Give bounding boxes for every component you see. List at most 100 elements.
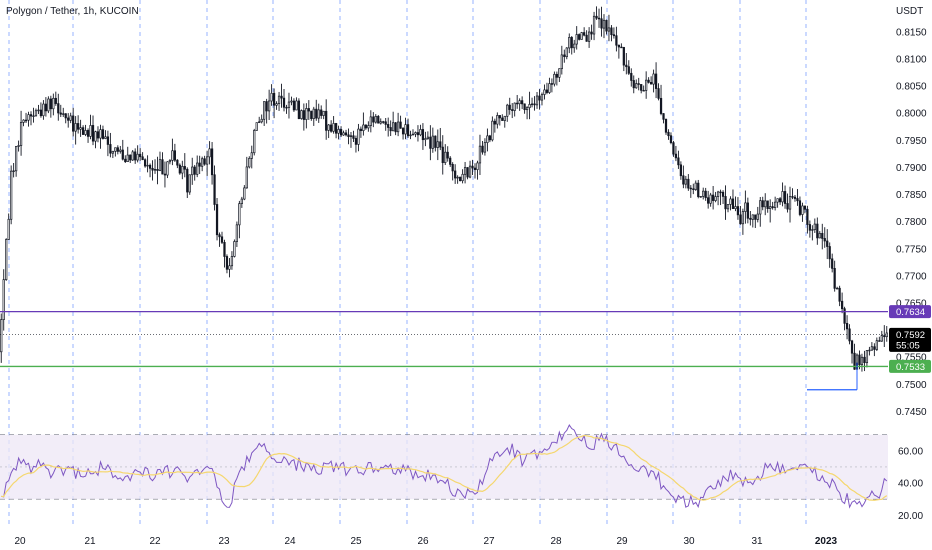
candle-body xyxy=(22,119,25,123)
candle-body xyxy=(617,44,620,48)
candle-body xyxy=(315,108,318,119)
candle-body xyxy=(796,198,799,202)
candle-body xyxy=(714,196,717,201)
oscillator-lines xyxy=(1,423,888,509)
countdown-label: 55:05 xyxy=(896,340,920,351)
candle-body xyxy=(590,31,593,35)
price-tick-label: 0.8100 xyxy=(896,54,927,65)
time-tick-label: 22 xyxy=(149,536,161,547)
candle-body xyxy=(751,214,754,220)
candle-body xyxy=(533,103,536,106)
green-level-label: 0.7533 xyxy=(896,362,925,373)
candle-body xyxy=(54,97,57,104)
candle-body xyxy=(215,204,219,236)
candle-body xyxy=(672,142,675,155)
candle-body xyxy=(302,110,305,120)
candle-body xyxy=(421,129,425,141)
candle-body xyxy=(595,15,598,19)
candle-body xyxy=(756,213,759,220)
candle-body xyxy=(225,256,229,270)
candle-body xyxy=(664,118,668,133)
candle-body xyxy=(17,145,20,147)
time-tick-label: 23 xyxy=(218,536,230,547)
candle-body xyxy=(659,97,663,114)
candle-body xyxy=(81,127,85,135)
candle-body xyxy=(134,151,137,161)
candle-body xyxy=(548,83,551,93)
candle-body xyxy=(94,131,97,142)
candle-body xyxy=(124,158,127,162)
candle-body xyxy=(34,110,38,117)
candle-body xyxy=(186,168,189,193)
candle-body xyxy=(7,218,10,240)
candle-body xyxy=(64,113,67,119)
candle-body xyxy=(44,103,48,112)
candle-body xyxy=(116,147,119,152)
current-price-label: 0.7592 xyxy=(896,330,925,341)
candle-body xyxy=(496,115,499,125)
candle-body xyxy=(210,148,214,176)
candle-body xyxy=(429,136,432,149)
candle-body xyxy=(198,162,201,167)
candle-body xyxy=(600,18,603,29)
candle-body xyxy=(793,196,797,199)
candle-body xyxy=(253,130,256,154)
candle-body xyxy=(697,182,700,197)
candle-body xyxy=(476,162,479,171)
candle-body xyxy=(129,154,132,161)
candle-body xyxy=(699,196,702,198)
candle-body xyxy=(612,34,616,37)
candle-body xyxy=(126,154,129,162)
candle-body xyxy=(49,98,52,110)
candle-body xyxy=(434,135,437,148)
candle-body xyxy=(0,319,3,353)
candle-body xyxy=(39,109,43,117)
candle-body xyxy=(468,165,472,178)
candle-body xyxy=(454,170,457,179)
oscillator-tick-label: 40.00 xyxy=(898,479,923,490)
candle-body xyxy=(178,164,181,174)
price-tick-label: 0.7500 xyxy=(896,380,927,391)
current-price-label-bg xyxy=(889,327,931,352)
candle-body xyxy=(607,27,611,32)
candle-body xyxy=(106,136,110,145)
candle-body xyxy=(687,178,690,189)
candle-body xyxy=(580,32,583,40)
candle-body xyxy=(575,34,578,45)
candle-body xyxy=(858,354,861,366)
time-tick-label: 31 xyxy=(751,536,763,547)
candle-body xyxy=(47,98,50,112)
candle-body xyxy=(863,356,866,364)
candle-body xyxy=(287,101,291,108)
candle-body xyxy=(59,112,62,115)
candle-body xyxy=(498,115,501,119)
candle-body xyxy=(860,356,864,366)
candle-body xyxy=(285,106,288,109)
candle-body xyxy=(813,223,816,230)
candle-body xyxy=(826,240,829,247)
time-tick-label: 26 xyxy=(417,536,429,547)
candle-body xyxy=(649,81,653,85)
candle-body xyxy=(151,167,154,171)
candle-body xyxy=(565,47,568,58)
candle-body xyxy=(280,95,283,99)
candle-body xyxy=(739,214,742,225)
candle-body xyxy=(176,159,179,166)
candle-body xyxy=(424,138,427,141)
candle-body xyxy=(766,200,769,209)
candle-body xyxy=(850,340,854,354)
candle-body xyxy=(716,191,720,197)
candle-body xyxy=(337,129,340,134)
candle-body xyxy=(245,166,248,189)
candle-body xyxy=(729,198,732,205)
candle-body xyxy=(270,92,273,102)
candle-body xyxy=(491,120,494,141)
candle-body xyxy=(325,110,328,131)
candle-body xyxy=(791,196,794,198)
candle-body xyxy=(96,131,100,139)
candle-body xyxy=(191,166,194,176)
candle-body xyxy=(578,34,581,40)
candle-body xyxy=(196,162,199,175)
candle-body xyxy=(268,100,271,112)
